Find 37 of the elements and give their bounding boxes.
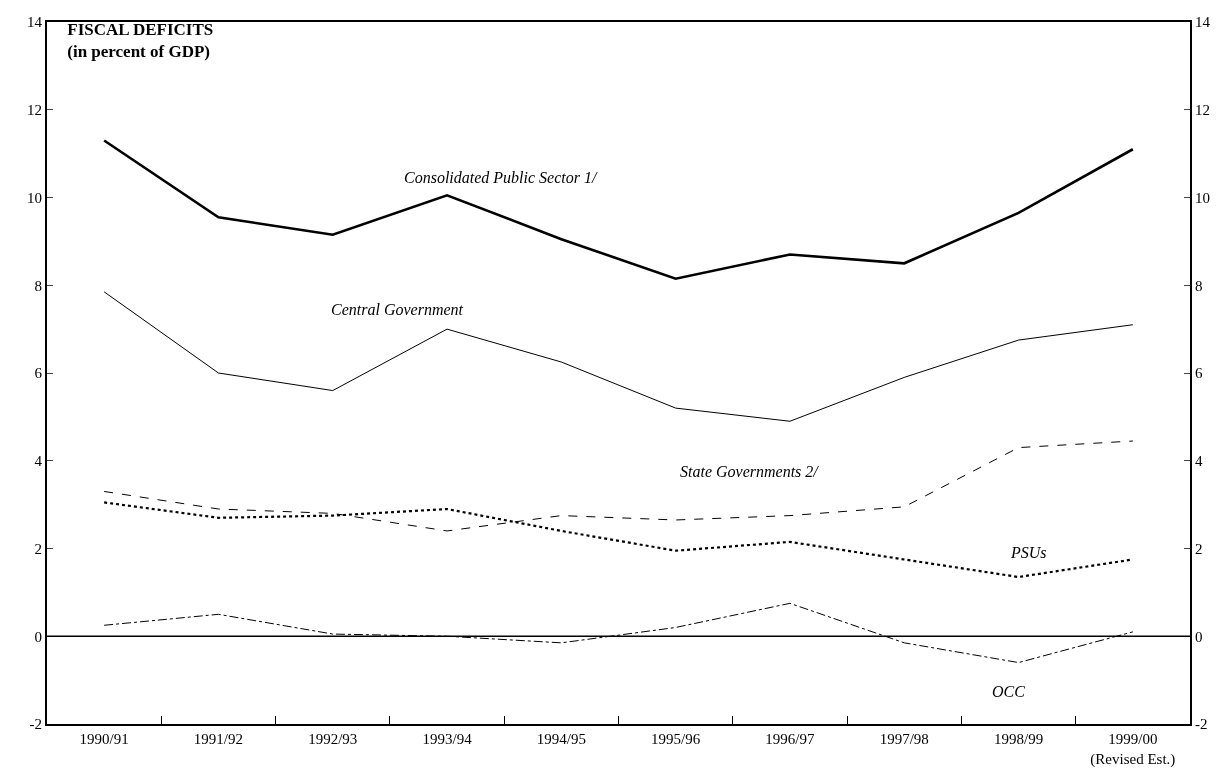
x-tick-label: 1993/94 — [422, 731, 473, 747]
x-tick-label: 1996/97 — [765, 731, 816, 747]
y-tick-label: 8 — [34, 277, 42, 294]
series-label: Consolidated Public Sector 1/ — [404, 169, 598, 186]
text: (in percent of GDP) — [67, 42, 211, 62]
y2-tick-label: 8 — [1195, 277, 1203, 294]
x-tick-label: 1992/93 — [308, 731, 358, 747]
y2-tick-label: 14 — [1195, 14, 1211, 31]
line-series — [103, 291, 1134, 422]
y2-tick-label: 12 — [1195, 102, 1210, 118]
line-series — [102, 139, 1135, 280]
x-tick-label: 1997/98 — [879, 731, 929, 747]
series-label: OCC — [992, 683, 1026, 700]
y2-tick-label: 0 — [1195, 628, 1203, 645]
chart-title: FISCAL DEFICITS — [67, 20, 214, 40]
x-tick-label: 1999/00 (Revised Est.) — [1090, 731, 1176, 768]
y-tick-label: -2 — [29, 716, 42, 733]
x-tick-label: 1994/95 — [536, 731, 586, 747]
text: State Governments 2/ — [680, 463, 820, 480]
y-tick-label: 4 — [34, 453, 43, 469]
series-label: PSUs — [1010, 544, 1047, 561]
y-tick-label: 0 — [34, 628, 42, 645]
y2-tick-label: 6 — [1195, 365, 1203, 382]
x-tick-label: 1990/91 — [79, 731, 129, 747]
y-tick-label: 10 — [27, 189, 42, 206]
y2-tick-label: -2 — [1195, 716, 1208, 733]
y-tick-label: 6 — [34, 365, 43, 382]
y-tick-label: 12 — [27, 102, 42, 118]
x-tick-label: 1998/99 — [993, 731, 1044, 747]
y2-tick-label: 10 — [1195, 189, 1210, 206]
y2-tick-label: 4 — [1195, 453, 1203, 469]
series-label: Central Government — [331, 301, 464, 318]
x-tick-label: 1991/92 — [193, 731, 244, 747]
y2-tick-label: 2 — [1195, 540, 1203, 557]
x-tick-label: 1995/96 — [651, 731, 701, 747]
y-tick-label: 2 — [34, 540, 42, 557]
y-tick-label: 14 — [27, 14, 43, 31]
